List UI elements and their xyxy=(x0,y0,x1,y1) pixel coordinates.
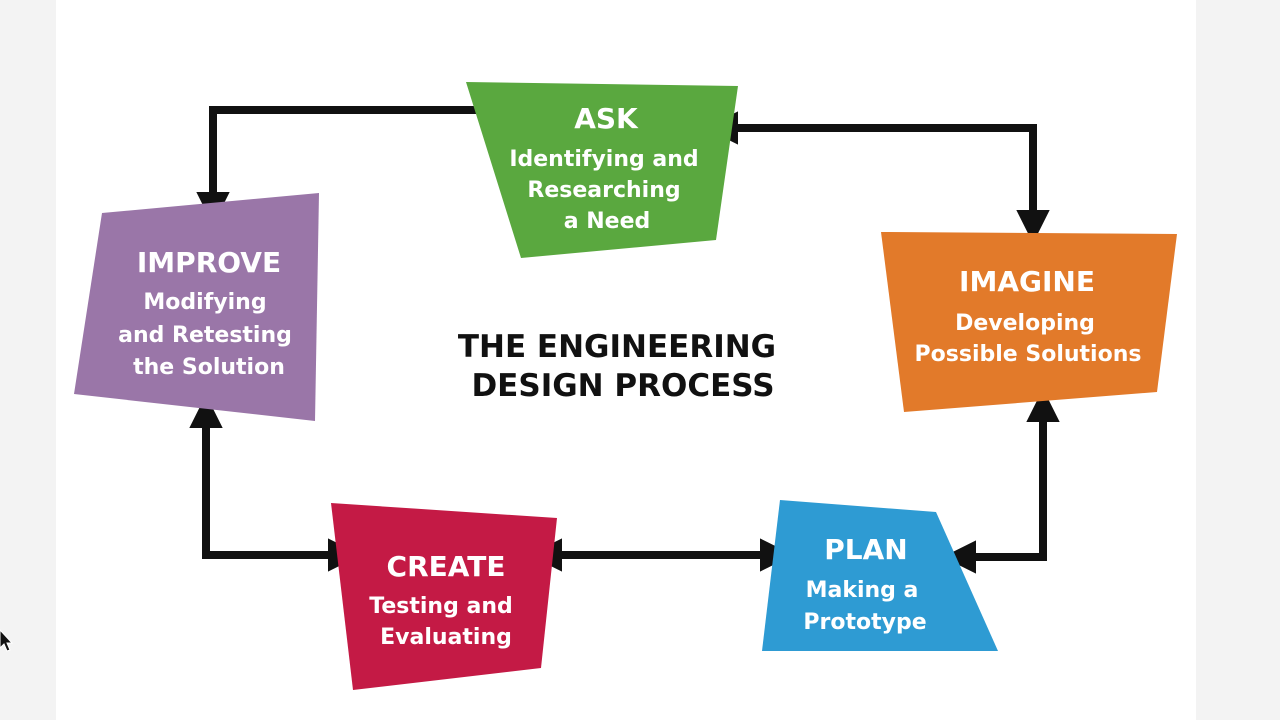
improve-line-1: Modifying xyxy=(143,290,266,315)
create-title: CREATE xyxy=(387,550,506,583)
ask-shape xyxy=(466,82,738,258)
imagine-title: IMAGINE xyxy=(959,265,1095,298)
ask-line-1: Identifying and xyxy=(509,147,698,172)
arrow-ask-imagine xyxy=(704,111,1050,244)
create-shape xyxy=(331,503,557,690)
plan-shape xyxy=(762,500,998,651)
step-improve: IMPROVE Modifying and Retesting the Solu… xyxy=(74,193,319,421)
mouse-cursor-icon xyxy=(0,629,14,652)
plan-title: PLAN xyxy=(824,533,907,566)
title-line-1: THE ENGINEERING xyxy=(458,329,776,365)
step-imagine: IMAGINE Developing Possible Solutions xyxy=(881,232,1177,412)
improve-shape xyxy=(74,193,319,421)
ask-line-2: Researching xyxy=(527,178,680,203)
ask-line-3: a Need xyxy=(564,209,651,234)
step-plan: PLAN Making a Prototype xyxy=(762,500,998,651)
plan-line-2: Prototype xyxy=(803,610,926,635)
arrow-improve-create xyxy=(189,394,362,572)
improve-line-3: the Solution xyxy=(133,355,285,380)
improve-title: IMPROVE xyxy=(137,246,281,279)
ask-title: ASK xyxy=(574,102,639,135)
create-line-2: Evaluating xyxy=(380,625,512,650)
step-create: CREATE Testing and Evaluating xyxy=(331,503,557,690)
imagine-line-1: Developing xyxy=(955,311,1095,336)
title-line-2: DESIGN PROCESS xyxy=(471,368,774,404)
diagram-title: THE ENGINEERING DESIGN PROCESS xyxy=(458,329,776,404)
imagine-line-2: Possible Solutions xyxy=(915,342,1142,367)
connector-arrows xyxy=(189,93,1060,574)
create-line-1: Testing and xyxy=(369,594,512,619)
plan-line-1: Making a xyxy=(806,578,919,603)
imagine-shape xyxy=(881,232,1177,412)
improve-line-2: and Retesting xyxy=(118,323,292,348)
step-ask: ASK Identifying and Researching a Need xyxy=(466,82,738,258)
arrow-imagine-plan xyxy=(942,388,1060,574)
arrow-improve-ask xyxy=(196,93,532,226)
